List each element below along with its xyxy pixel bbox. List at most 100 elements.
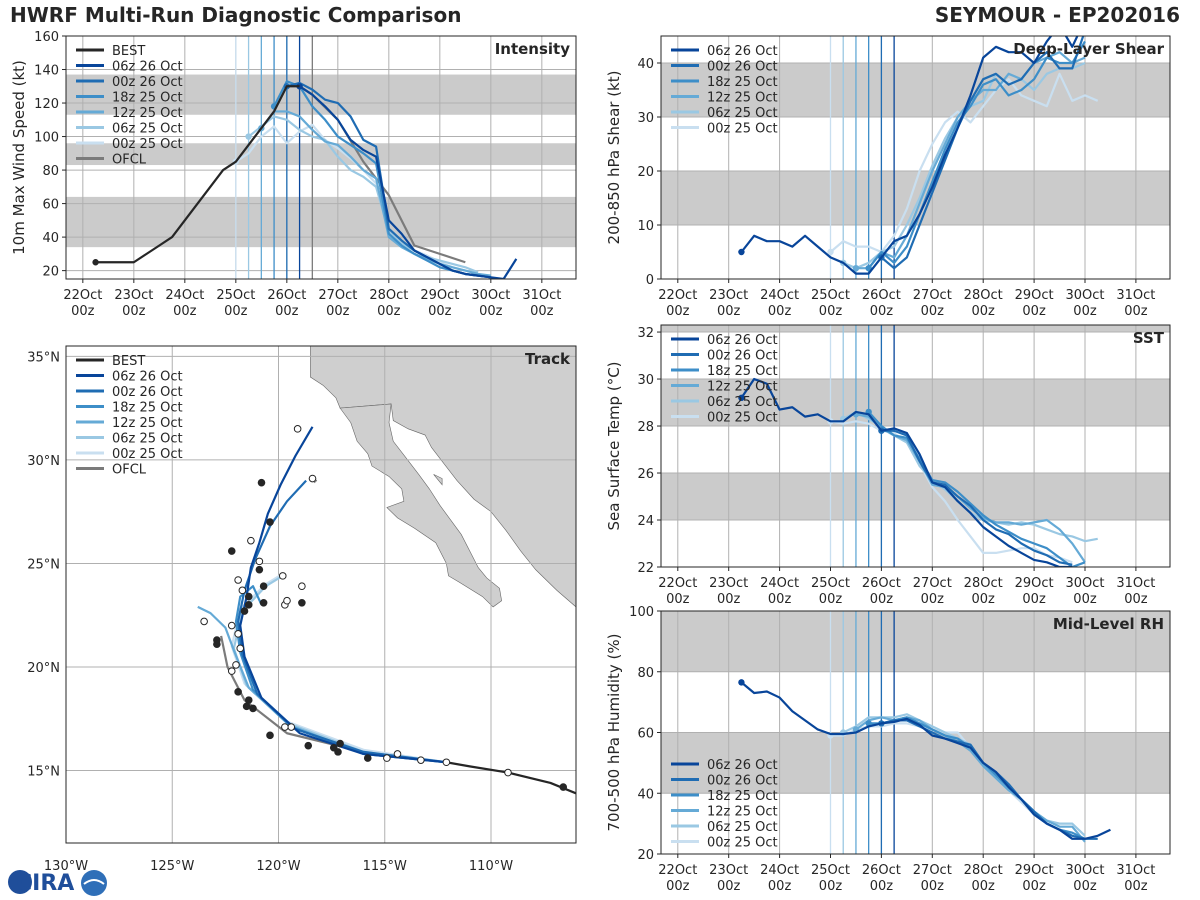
panel-intensity: 2040608010012014016022Oct00z23Oct00z24Oc…: [10, 30, 577, 319]
xtick-sublabel-sst-3: 00z: [819, 592, 843, 607]
legend-label-shear-18z-25-oct: 18z 25 Oct: [707, 75, 778, 90]
xtick-sublabel-shear-2: 00z: [768, 304, 792, 319]
xtick-sublabel-shear-7: 00z: [1022, 304, 1046, 319]
ytick-label-intensity-0: 20: [42, 265, 59, 280]
track-lat-label-3: 30°N: [27, 454, 60, 469]
xtick-sublabel-rh-8: 00z: [1073, 879, 1097, 894]
legend-label-track-06z-25-oct: 06z 25 Oct: [112, 432, 183, 447]
frame-track: [65, 345, 577, 844]
legend-label-sst-06z-26-oct: 06z 26 Oct: [707, 333, 778, 348]
xtick-sublabel-sst-1: 00z: [717, 592, 741, 607]
ytick-label-intensity-7: 160: [34, 30, 59, 45]
series-sst-18z-25-oct: [867, 411, 1086, 567]
series-start-marker-shear-12z-25-oct: [852, 265, 860, 272]
legend-label-intensity-00z-25-oct: 00z 25 Oct: [112, 137, 183, 152]
legend-label-track-18z-25-oct: 18z 25 Oct: [112, 401, 183, 416]
xtick-sublabel-sst-6: 00z: [972, 592, 996, 607]
ytick-label-rh-1: 40: [637, 787, 654, 802]
xtick-label-sst-5: 27Oct: [913, 576, 952, 591]
frame-shear: [660, 35, 1171, 280]
track-position-marker-26: [240, 607, 249, 615]
legend-label-sst-00z-26-oct: 00z 26 Oct: [707, 349, 778, 364]
panel-title-rh: Mid-Level RH: [1053, 615, 1164, 633]
track-position-marker-28: [259, 598, 268, 607]
ytick-label-sst-3: 28: [637, 420, 654, 435]
legend-label-track-12z-25-oct: 12z 25 Oct: [112, 416, 183, 431]
legend-label-rh-06z-25-oct: 06z 25 Oct: [707, 820, 778, 835]
plot-area-shear: [661, 36, 1170, 279]
legend-label-intensity-best: BEST: [112, 44, 145, 59]
ylabel-sst: Sea Surface Temp (°C): [605, 361, 623, 530]
legend-label-shear-00z-26-oct: 00z 26 Oct: [707, 60, 778, 75]
ylabel-shear: 200-850 hPa Shear (kt): [605, 71, 623, 245]
legend-label-sst-00z-25-oct: 00z 25 Oct: [707, 411, 778, 426]
legend-label-intensity-06z-26-oct: 06z 26 Oct: [112, 60, 183, 75]
ytick-label-sst-5: 32: [637, 326, 654, 341]
xtick-sublabel-intensity-2: 00z: [173, 304, 197, 319]
track-position-marker-22: [213, 636, 221, 644]
track-position-marker-37: [298, 582, 306, 591]
xtick-label-sst-2: 24Oct: [760, 576, 799, 591]
plot-area-track: [66, 346, 576, 843]
xtick-sublabel-intensity-3: 00z: [224, 304, 248, 319]
xtick-sublabel-shear-0: 00z: [666, 304, 690, 319]
legend-label-track-00z-25-oct: 00z 25 Oct: [112, 447, 183, 462]
xtick-label-intensity-0: 22Oct: [63, 288, 102, 303]
ytick-label-shear-4: 40: [637, 57, 654, 72]
track-position-marker-24: [227, 621, 236, 630]
track-position-marker-14: [249, 704, 257, 713]
xtick-label-intensity-9: 31Oct: [522, 288, 561, 303]
xtick-sublabel-rh-9: 00z: [1124, 879, 1148, 894]
legend-label-intensity-00z-26-oct: 00z 26 Oct: [112, 75, 183, 90]
plot-area-rh: [661, 611, 1170, 854]
track-lat-label-4: 35°N: [27, 350, 60, 365]
track-position-marker-38: [255, 565, 264, 574]
xtick-label-intensity-2: 24Oct: [165, 288, 204, 303]
xtick-label-sst-4: 26Oct: [862, 576, 901, 591]
track-position-marker-27: [244, 601, 253, 609]
track-position-marker-20: [236, 644, 245, 653]
land-mainland: [310, 346, 576, 608]
ytick-label-shear-3: 30: [637, 111, 654, 126]
legend-label-track-best: BEST: [112, 354, 145, 369]
ytick-label-sst-4: 30: [637, 373, 654, 388]
panel-title-sst: SST: [1133, 329, 1165, 347]
xtick-sublabel-sst-8: 00z: [1073, 592, 1097, 607]
ytick-label-intensity-3: 80: [42, 164, 59, 179]
xtick-sublabel-sst-5: 00z: [921, 592, 945, 607]
ytick-label-rh-3: 80: [637, 666, 654, 681]
xtick-label-shear-9: 31Oct: [1116, 288, 1155, 303]
xtick-sublabel-sst-7: 00z: [1022, 592, 1046, 607]
series-shear-18z-25-oct: [867, 40, 1086, 269]
xtick-sublabel-shear-6: 00z: [972, 304, 996, 319]
legend-label-sst-18z-25-oct: 18z 25 Oct: [707, 364, 778, 379]
track-lon-label-4: 110°W: [469, 859, 513, 874]
xtick-sublabel-intensity-5: 00z: [326, 304, 350, 319]
xtick-sublabel-rh-6: 00z: [972, 879, 996, 894]
ytick-label-intensity-1: 40: [42, 231, 59, 246]
xtick-label-rh-1: 23Oct: [709, 863, 748, 878]
legend-label-intensity-12z-25-oct: 12z 25 Oct: [112, 106, 183, 121]
xtick-label-sst-9: 31Oct: [1116, 576, 1155, 591]
band-sst-0: [661, 473, 1170, 521]
xtick-sublabel-intensity-9: 00z: [530, 304, 554, 319]
xtick-sublabel-intensity-0: 00z: [71, 304, 95, 319]
xtick-sublabel-sst-4: 00z: [870, 592, 894, 607]
xtick-sublabel-rh-5: 00z: [921, 879, 945, 894]
legend-label-intensity-ofcl: OFCL: [112, 153, 147, 168]
track-position-marker-10: [304, 741, 313, 750]
track-line-00z-26-oct: [237, 479, 447, 764]
frame-intensity: [65, 35, 577, 280]
series-intensity-best: [95, 85, 300, 264]
track-lon-label-2: 120°W: [256, 859, 300, 874]
series-sst-06z-26-oct: [740, 377, 1073, 567]
panel-title-intensity: Intensity: [495, 40, 571, 58]
band-intensity-1: [66, 143, 576, 166]
xtick-label-sst-8: 30Oct: [1065, 576, 1104, 591]
series-start-marker-sst-06z-26-oct: [738, 394, 745, 402]
legend-label-track-ofcl: OFCL: [112, 463, 147, 478]
xtick-label-shear-3: 25Oct: [811, 288, 850, 303]
ytick-label-rh-2: 60: [637, 727, 654, 742]
legend-label-intensity-06z-25-oct: 06z 25 Oct: [112, 122, 183, 137]
series-sst-00z-26-oct: [881, 429, 1073, 566]
